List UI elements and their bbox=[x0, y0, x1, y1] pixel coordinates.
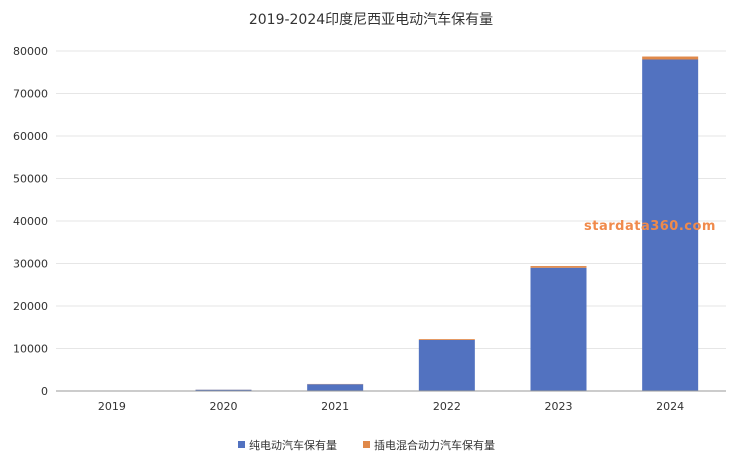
y-tick-label: 0 bbox=[41, 385, 48, 398]
y-tick-label: 50000 bbox=[13, 173, 48, 186]
chart-title: 2019-2024印度尼西亚电动汽车保有量 bbox=[249, 11, 493, 28]
y-tick-label: 10000 bbox=[13, 343, 48, 356]
legend-swatch bbox=[363, 441, 370, 448]
y-tick-label: 80000 bbox=[13, 45, 48, 58]
bar-bev-2021 bbox=[307, 384, 364, 391]
y-tick-label: 70000 bbox=[13, 88, 48, 101]
x-tick-label: 2023 bbox=[545, 400, 573, 413]
x-tick-label: 2022 bbox=[433, 400, 461, 413]
y-tick-label: 30000 bbox=[13, 258, 48, 271]
grid-lines bbox=[56, 50, 726, 392]
x-tick-label: 2021 bbox=[321, 400, 349, 413]
watermark: stardata360.com bbox=[584, 219, 716, 234]
x-tick-label: 2019 bbox=[98, 400, 126, 413]
y-axis: 0 10000 20000 30000 40000 50000 60000 70000 8000… bbox=[13, 45, 48, 398]
bar-phev-2023 bbox=[530, 266, 587, 268]
bar-bev-2020 bbox=[195, 389, 252, 391]
x-tick-label: 2024 bbox=[656, 400, 684, 413]
y-tick-label: 40000 bbox=[13, 215, 48, 228]
bar-phev-2024 bbox=[642, 56, 699, 60]
bar-bev-2024 bbox=[642, 59, 699, 391]
legend-label: 纯电动汽车保有量 bbox=[249, 438, 337, 452]
bar-bev-2023 bbox=[530, 267, 587, 391]
bar-bev-2022 bbox=[418, 340, 475, 391]
y-tick-label: 60000 bbox=[13, 130, 48, 143]
bars bbox=[83, 56, 699, 391]
y-tick-label: 20000 bbox=[13, 300, 48, 313]
legend-label: 插电混合动力汽车保有量 bbox=[374, 438, 495, 452]
x-tick-label: 2020 bbox=[210, 400, 238, 413]
x-axis: 2019 2020 2021 2022 2023 2024 bbox=[56, 390, 726, 413]
bar-phev-2022 bbox=[418, 339, 475, 340]
legend-swatch bbox=[238, 441, 245, 448]
legend: 纯电动汽车保有量 插电混合动力汽车保有量 bbox=[238, 438, 495, 452]
